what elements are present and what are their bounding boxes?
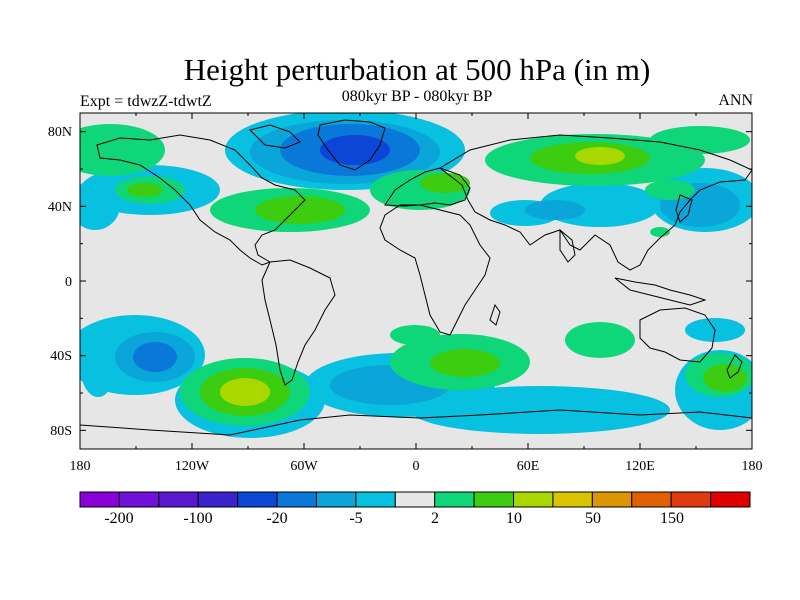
australia-outline — [639, 307, 716, 363]
colorbar-swatch — [670, 491, 712, 508]
colorbar-swatch — [710, 491, 751, 508]
asia-outline — [439, 134, 752, 271]
colorbar-swatch — [473, 491, 515, 508]
coastlines — [80, 119, 752, 436]
india-outline — [559, 228, 576, 263]
europe-outline — [384, 167, 471, 207]
colorbar-label-50: 50 — [585, 510, 601, 527]
japan-outline — [675, 194, 693, 223]
colorbar-swatch — [276, 491, 317, 508]
colorbar-swatch — [513, 491, 554, 508]
experiment-label: Expt = tdwzZ-tdwtZ — [80, 93, 212, 110]
lon-label-60e: 60E — [517, 459, 540, 474]
colorbar-label-2: 2 — [431, 510, 439, 527]
colorbar-swatch — [631, 491, 672, 508]
colorbar-label-minus200: -200 — [104, 510, 133, 527]
colorbar-label-minus5: -5 — [349, 510, 362, 527]
colorbar-label-minus100: -100 — [183, 510, 212, 527]
colorbar-label-10: 10 — [506, 510, 522, 527]
colorbar — [79, 491, 751, 508]
colorbar-swatch — [197, 491, 239, 508]
colorbar-swatch — [237, 491, 278, 508]
colorbar-swatch — [434, 491, 475, 508]
lon-label-120w: 120W — [175, 459, 210, 474]
colorbar-label-minus20: -20 — [266, 510, 287, 527]
colorbar-label-150: 150 — [660, 510, 684, 527]
greenland-outline — [317, 119, 386, 171]
south-america-outline — [261, 259, 336, 386]
colorbar-swatch — [591, 491, 633, 508]
lat-label-0: 0 — [65, 275, 72, 290]
new-zealand-outline — [726, 354, 743, 379]
colorbar-swatch — [158, 491, 199, 508]
lat-label-40n: 40N — [48, 200, 72, 215]
lat-label-40s: 40S — [50, 349, 72, 364]
colorbar-swatch — [118, 491, 160, 508]
madagascar-outline — [489, 303, 501, 326]
lon-label-60w: 60W — [290, 459, 318, 474]
antarctica-outline — [80, 409, 752, 436]
lon-label-180e: 180 — [742, 459, 763, 474]
lat-label-80n: 80N — [48, 125, 72, 140]
lat-label-80s: 80S — [50, 424, 72, 439]
colorbar-labels: -200 -100 -20 -5 2 10 50 150 — [104, 510, 684, 527]
arctic-islands-outline — [249, 124, 301, 149]
season-label: ANN — [718, 92, 753, 109]
africa-outline — [379, 204, 491, 336]
latitude-labels: 80N 40N 0 40S 80S — [48, 125, 72, 439]
lon-label-120e: 120E — [625, 459, 655, 474]
lon-label-0: 0 — [413, 459, 420, 474]
period-label: 080kyr BP - 080kyr BP — [341, 88, 493, 105]
indonesia-outline — [614, 277, 707, 306]
colorbar-swatch — [79, 491, 120, 508]
north-america-outline — [96, 134, 306, 266]
longitude-labels: 180 120W 60W 0 60E 120E 180 — [70, 459, 763, 474]
plot-title: Height perturbation at 500 hPa (in m) — [183, 52, 651, 87]
contour-fill-layer — [80, 113, 752, 438]
colorbar-swatch — [315, 491, 357, 508]
colorbar-swatch — [355, 491, 396, 508]
colorbar-swatch — [394, 491, 436, 508]
colorbar-swatch — [552, 491, 593, 508]
axis-ticks — [79, 113, 753, 449]
lon-label-180w: 180 — [70, 459, 91, 474]
